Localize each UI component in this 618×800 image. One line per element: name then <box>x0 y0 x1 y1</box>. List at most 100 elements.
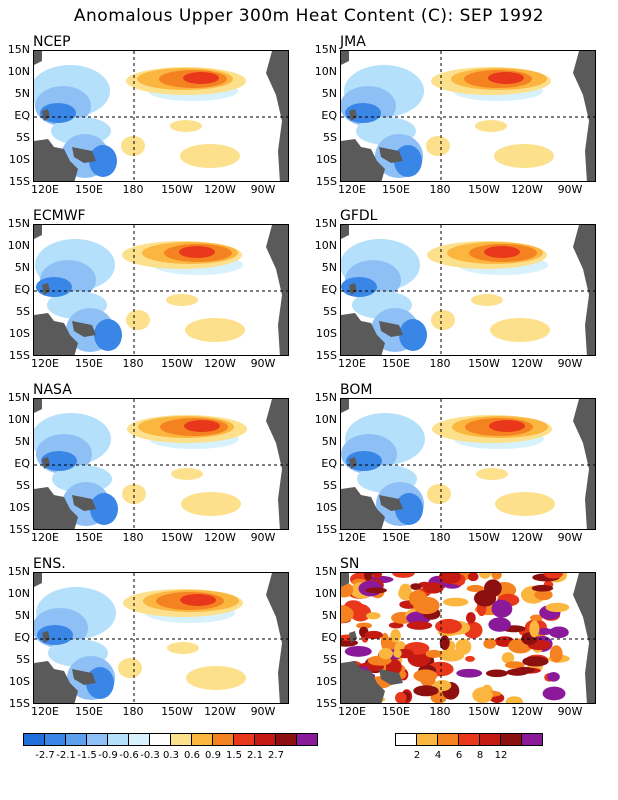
map-field-ens <box>34 573 288 703</box>
longitude-tick-label: 90W <box>250 183 276 196</box>
colorbar-swatch <box>521 733 543 746</box>
map-field-bom <box>341 399 595 529</box>
latitude-tick-label: EQ <box>14 283 30 296</box>
colorbar-swatch <box>107 733 129 746</box>
latitude-tick-label: 5N <box>321 435 337 448</box>
map-plot-area <box>340 50 596 182</box>
colorbar-swatch <box>23 733 45 746</box>
latitude-tick-label: 5N <box>14 261 30 274</box>
colorbar-swatch <box>170 733 192 746</box>
longitude-tick-label: 120E <box>338 705 366 718</box>
longitude-tick-label: 90W <box>557 183 583 196</box>
colorbar-label: 0.3 <box>163 750 179 761</box>
latitude-tick-label: 10S <box>316 153 337 166</box>
map-plot-area <box>340 572 596 704</box>
latitude-tick-label: 5S <box>323 305 337 318</box>
latitude-tick-label: 15S <box>316 523 337 536</box>
latitude-tick-label: 10S <box>316 327 337 340</box>
panel-title: BOM <box>340 382 373 398</box>
colorbar-label: 2.7 <box>268 750 284 761</box>
colorbar-label: 6 <box>455 750 463 761</box>
longitude-tick-label: 150E <box>75 357 103 370</box>
latitude-tick-label: 5S <box>323 131 337 144</box>
panel-title: GFDL <box>340 208 378 224</box>
colorbar-label: 4 <box>434 750 442 761</box>
latitude-tick-label: 5S <box>323 479 337 492</box>
longitude-tick-label: 180 <box>429 183 451 196</box>
latitude-tick-label: 10N <box>314 413 337 426</box>
latitude-tick-label: EQ <box>321 283 337 296</box>
colorbar-label: -1.5 <box>77 750 97 761</box>
map-plot-area <box>33 50 289 182</box>
longitude-tick-label: 150W <box>468 357 500 370</box>
colorbar-swatch <box>479 733 501 746</box>
latitude-tick-label: EQ <box>321 109 337 122</box>
latitude-tick-label: EQ <box>321 631 337 644</box>
latitude-tick-label: 15S <box>9 523 30 536</box>
map-field-ncep <box>34 51 288 181</box>
longitude-tick-label: 180 <box>429 531 451 544</box>
map-field-gfdl <box>341 225 595 355</box>
longitude-tick-label: 150W <box>468 183 500 196</box>
latitude-tick-label: 5S <box>16 131 30 144</box>
latitude-tick-label: 10N <box>7 239 30 252</box>
colorbar-label: -0.6 <box>119 750 139 761</box>
latitude-tick-label: EQ <box>321 457 337 470</box>
longitude-tick-label: 120W <box>511 705 543 718</box>
longitude-tick-label: 90W <box>250 531 276 544</box>
longitude-tick-label: 90W <box>250 357 276 370</box>
latitude-tick-label: 15N <box>314 217 337 230</box>
longitude-tick-label: 90W <box>557 531 583 544</box>
longitude-tick-label: 180 <box>122 183 144 196</box>
latitude-tick-label: 5N <box>321 87 337 100</box>
longitude-tick-label: 90W <box>557 357 583 370</box>
longitude-tick-label: 120W <box>204 531 236 544</box>
map-plot-area <box>340 398 596 530</box>
colorbar-label: 2 <box>413 750 421 761</box>
latitude-tick-label: 5S <box>16 653 30 666</box>
longitude-tick-label: 150E <box>382 705 410 718</box>
colorbar-swatch <box>395 733 417 746</box>
map-field-ecmwf <box>34 225 288 355</box>
colorbar-label: 2.1 <box>247 750 263 761</box>
panel-title: JMA <box>340 34 366 50</box>
latitude-tick-label: 15N <box>314 391 337 404</box>
longitude-tick-label: 150W <box>468 705 500 718</box>
latitude-tick-label: 15N <box>314 43 337 56</box>
colorbar-label: -0.3 <box>140 750 160 761</box>
colorbar-swatch <box>86 733 108 746</box>
latitude-tick-label: 15N <box>7 43 30 56</box>
colorbar-swatch <box>500 733 522 746</box>
snr-colorbar <box>395 733 543 746</box>
latitude-tick-label: 15S <box>9 175 30 188</box>
map-plot-area <box>340 224 596 356</box>
colorbar-label: -2.1 <box>56 750 76 761</box>
latitude-tick-label: 15N <box>314 565 337 578</box>
longitude-tick-label: 150E <box>75 705 103 718</box>
colorbar-swatch <box>437 733 459 746</box>
longitude-tick-label: 180 <box>429 357 451 370</box>
longitude-tick-label: 120E <box>31 705 59 718</box>
colorbar-swatch <box>149 733 171 746</box>
anomaly-colorbar <box>23 733 318 746</box>
map-field-nasa <box>34 399 288 529</box>
latitude-tick-label: 10N <box>7 413 30 426</box>
longitude-tick-label: 120E <box>31 183 59 196</box>
colorbar-swatch <box>296 733 318 746</box>
colorbar-label: 12 <box>494 750 508 761</box>
latitude-tick-label: 10S <box>9 501 30 514</box>
longitude-tick-label: 150W <box>161 183 193 196</box>
latitude-tick-label: 10N <box>7 587 30 600</box>
latitude-tick-label: 5N <box>14 87 30 100</box>
latitude-tick-label: EQ <box>14 457 30 470</box>
map-field-sn <box>341 573 595 703</box>
colorbar-swatch <box>65 733 87 746</box>
longitude-tick-label: 180 <box>122 357 144 370</box>
colorbar-swatch <box>128 733 150 746</box>
latitude-tick-label: 5N <box>14 435 30 448</box>
panel-title: NCEP <box>33 34 71 50</box>
colorbar-swatch <box>191 733 213 746</box>
latitude-tick-label: 5N <box>14 609 30 622</box>
latitude-tick-label: 15N <box>7 391 30 404</box>
colorbar-swatch <box>254 733 276 746</box>
